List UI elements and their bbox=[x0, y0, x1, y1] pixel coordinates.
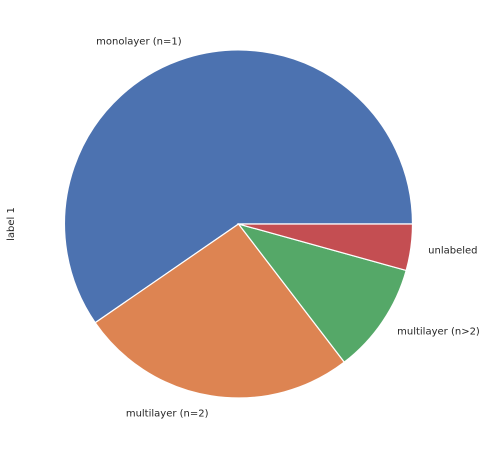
pie-slice-label-0: monolayer (n=1) bbox=[96, 37, 182, 48]
pie-labels: monolayer (n=1) multilayer (n=2) multilaye… bbox=[96, 37, 480, 420]
pie-slice-3 bbox=[238, 223, 414, 272]
pie-slice-label-3: unlabeled bbox=[428, 245, 477, 256]
y-axis-label: label 1 bbox=[6, 207, 17, 241]
pie-slice-label-1: multilayer (n=2) bbox=[126, 409, 209, 420]
pie-slice-label-2: multilayer (n>2) bbox=[397, 327, 480, 338]
pie-slices bbox=[63, 49, 414, 399]
pie-slice-2 bbox=[236, 222, 407, 363]
pie-slice-1 bbox=[94, 223, 346, 399]
pie-slice-0 bbox=[63, 49, 414, 324]
